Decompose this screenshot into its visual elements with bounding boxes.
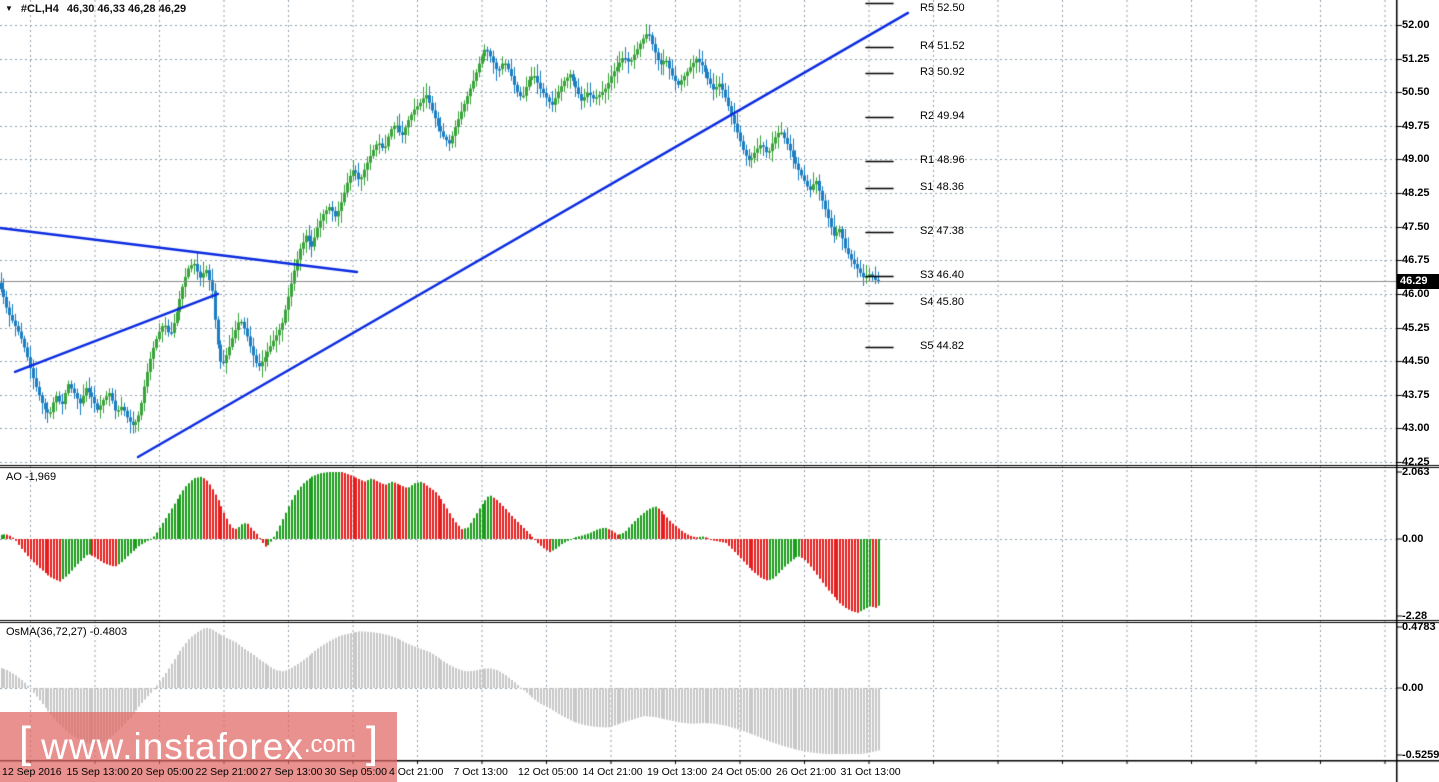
chart-symbol-period: #CL,H4 (20, 3, 59, 15)
watermark-suffix: .com (303, 731, 356, 758)
time-tick-label: 7 Oct 13:00 (453, 766, 508, 778)
time-tick-label: 4 Oct 21:00 (389, 766, 444, 778)
time-tick-label: 19 Oct 13:00 (647, 766, 708, 778)
time-tick-label: 12 Sep 2016 (2, 766, 62, 778)
indicator-scale-label: 0.4783 (1402, 621, 1436, 633)
indicator-scale-label: 0.00 (1402, 533, 1424, 545)
price-tick-label: 44.50 (1402, 355, 1430, 368)
watermark-bracket-left: [ (18, 718, 32, 767)
price-tick-label: 47.50 (1402, 220, 1430, 233)
price-tick-label: 52.00 (1402, 19, 1430, 31)
time-axis[interactable]: 12 Sep 2016 15 Sep 13:00 20 Sep 05:00 22 Se… (0, 760, 1439, 782)
time-tick-label: 27 Sep 13:00 (260, 766, 323, 778)
price-axis[interactable]: 52.00 51.25 50.50 49.75 49.00 48.25 47.50 46.75… (1396, 0, 1439, 761)
price-tick-label: 42.25 (1402, 456, 1430, 468)
time-tick-label: 12 Oct 05:00 (518, 766, 579, 778)
time-tick-label: 15 Sep 13:00 (66, 766, 129, 778)
price-tick-label: 51.25 (1402, 52, 1430, 65)
price-tick-label: 49.00 (1402, 153, 1430, 166)
price-tick-label: 43.75 (1402, 388, 1430, 401)
time-tick-label: 20 Sep 05:00 (131, 766, 194, 778)
price-tick-label: 50.50 (1402, 86, 1430, 99)
price-tick-label: 43.00 (1402, 422, 1430, 435)
watermark-text: www.instaforex (41, 726, 304, 767)
watermark-bracket-right: ] (365, 718, 379, 767)
indicator-scale-label: 0.00 (1402, 682, 1424, 694)
price-tick-label: 48.25 (1402, 187, 1430, 200)
indicator-scale-label: 2.063 (1402, 466, 1430, 478)
instaforex-watermark: [ www.instaforex .com ] (0, 712, 397, 782)
chart-collapse-icon[interactable]: ▼ (5, 3, 13, 13)
time-tick-label: 22 Sep 21:00 (195, 766, 258, 778)
current-price-badge: 46.29 (1397, 273, 1439, 289)
price-tick-label: 46.75 (1402, 254, 1430, 267)
time-tick-label: 26 Oct 21:00 (776, 766, 837, 778)
time-tick-label: 31 Oct 13:00 (840, 766, 901, 778)
price-tick-label: 45.25 (1402, 321, 1430, 334)
chart-title: ▼ #CL,H4 46,30 46,33 46,28 46,29 (5, 3, 186, 15)
time-tick-label: 24 Oct 05:00 (711, 766, 772, 778)
price-tick-label: 46.00 (1402, 287, 1430, 300)
indicator-scale-label: -2.28 (1402, 610, 1428, 622)
time-tick-label: 14 Oct 21:00 (582, 766, 643, 778)
time-tick-label: 30 Sep 05:00 (324, 766, 387, 778)
chart-quote-values: 46,30 46,33 46,28 46,29 (66, 3, 187, 15)
price-tick-label: 49.75 (1402, 119, 1430, 132)
